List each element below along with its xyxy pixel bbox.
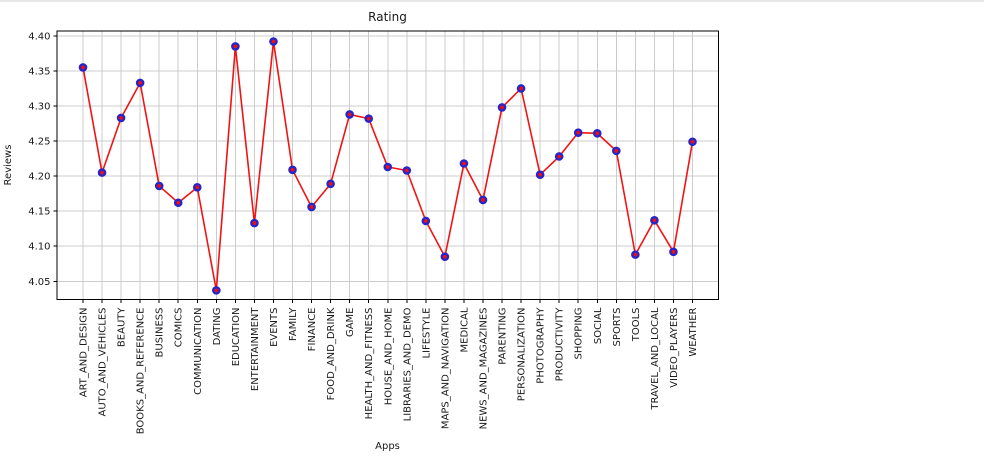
y-tick-label: 4.20 — [28, 172, 50, 183]
x-tick-label: ENTERTAINMENT — [250, 307, 261, 391]
data-point-marker — [326, 179, 335, 189]
x-tick-label: EVENTS — [269, 308, 280, 347]
data-point-marker — [688, 137, 697, 147]
x-tick-label: LIFESTYLE — [421, 308, 432, 359]
x-tick-label: MEDICAL — [459, 307, 470, 352]
data-point-marker — [535, 170, 545, 180]
x-tick-label: TRAVEL_AND_LOCAL — [650, 307, 661, 411]
x-tick-label: WEATHER — [688, 307, 699, 356]
data-point-marker — [516, 84, 526, 93]
data-point-marker — [116, 113, 126, 123]
data-point-marker — [554, 152, 564, 161]
data-point-marker — [307, 202, 316, 212]
x-tick-label: MAPS_AND_NAVIGATION — [440, 308, 451, 430]
data-point-marker — [78, 63, 88, 72]
data-point-marker — [631, 250, 640, 259]
y-tick-label: 4.40 — [28, 31, 50, 42]
x-tick-label: COMMUNICATION — [193, 308, 204, 395]
x-tick-label: BUSINESS — [155, 308, 166, 358]
data-point-marker — [459, 159, 469, 168]
x-tick-label: HEALTH_AND_FITNESS — [364, 308, 375, 420]
data-series — [78, 37, 697, 295]
x-tick-label: PHOTOGRAPHY — [536, 307, 547, 384]
x-tick-label: BEAUTY — [117, 307, 128, 347]
x-tick-label: SHOPPING — [574, 308, 585, 360]
data-point-marker — [402, 166, 412, 175]
data-point-marker — [497, 103, 507, 112]
data-point-marker — [440, 252, 450, 262]
y-axis-label: Reviews — [3, 145, 14, 186]
x-tick-label: NEWS_AND_MAGAZINES — [478, 308, 489, 430]
data-point-marker — [478, 195, 488, 205]
x-tick-label: EDUCATION — [231, 308, 242, 367]
top-edge-divider — [0, 0, 984, 2]
data-point-marker — [612, 146, 621, 156]
x-tick-label: LIBRARIES_AND_DEMO — [402, 307, 413, 421]
x-tick-label: COMICS — [174, 308, 185, 348]
data-point-marker — [345, 110, 354, 119]
data-point-marker — [364, 114, 374, 123]
x-tick-label: ART_AND_DESIGN — [79, 308, 90, 398]
data-point-marker — [135, 78, 145, 88]
data-point-marker — [97, 168, 107, 177]
chart-title: Rating — [368, 10, 407, 24]
x-tick-label: PARENTING — [498, 308, 509, 365]
axes: 4.05 4.10 4.15 4.20 4.25 4.30 4.35 4.40 ART_AND_… — [28, 30, 719, 435]
data-point-marker — [421, 216, 431, 226]
data-point-marker — [650, 215, 659, 225]
y-tick-label: 4.25 — [28, 137, 50, 148]
x-tick-label: FAMILY — [288, 307, 299, 341]
data-point-marker — [573, 128, 583, 137]
x-tick-label: TOOLS — [631, 308, 642, 343]
data-point-marker — [250, 218, 259, 228]
x-tick-label: GAME — [345, 308, 356, 338]
x-tick-label: VIDEO_PLAYERS — [669, 308, 680, 388]
data-point-marker — [212, 286, 221, 295]
data-point-marker — [288, 165, 297, 175]
x-tick-label: SOCIAL — [593, 307, 604, 344]
x-tick-label: DATING — [212, 308, 223, 346]
data-point-marker — [173, 198, 183, 208]
y-tick-label: 4.10 — [28, 242, 50, 253]
x-tick-label: AUTO_AND_VEHICLES — [98, 308, 109, 417]
data-point-marker — [669, 247, 678, 257]
y-tick-label: 4.35 — [28, 66, 50, 77]
gridlines — [57, 31, 719, 300]
x-tick-label: FOOD_AND_DRINK — [326, 307, 337, 400]
data-point-marker — [192, 183, 202, 192]
y-tick-label: 4.05 — [28, 277, 50, 288]
data-point-marker — [269, 37, 278, 46]
x-tick-label: PRODUCTIVITY — [555, 307, 566, 382]
data-point-marker — [154, 181, 164, 191]
data-point-marker — [231, 42, 240, 51]
x-tick-label: HOUSE_AND_HOME — [383, 308, 394, 406]
data-point-marker — [592, 129, 602, 138]
data-point-marker — [383, 162, 393, 172]
y-tick-label: 4.30 — [28, 102, 50, 113]
y-tick-label: 4.15 — [28, 207, 50, 218]
x-tick-label: SPORTS — [612, 308, 623, 347]
x-tick-label: FINANCE — [307, 308, 318, 352]
x-tick-label: PERSONALIZATION — [517, 308, 528, 402]
x-axis-label: Apps — [375, 441, 400, 452]
x-tick-label: BOOKS_AND_REFERENCE — [136, 308, 147, 435]
